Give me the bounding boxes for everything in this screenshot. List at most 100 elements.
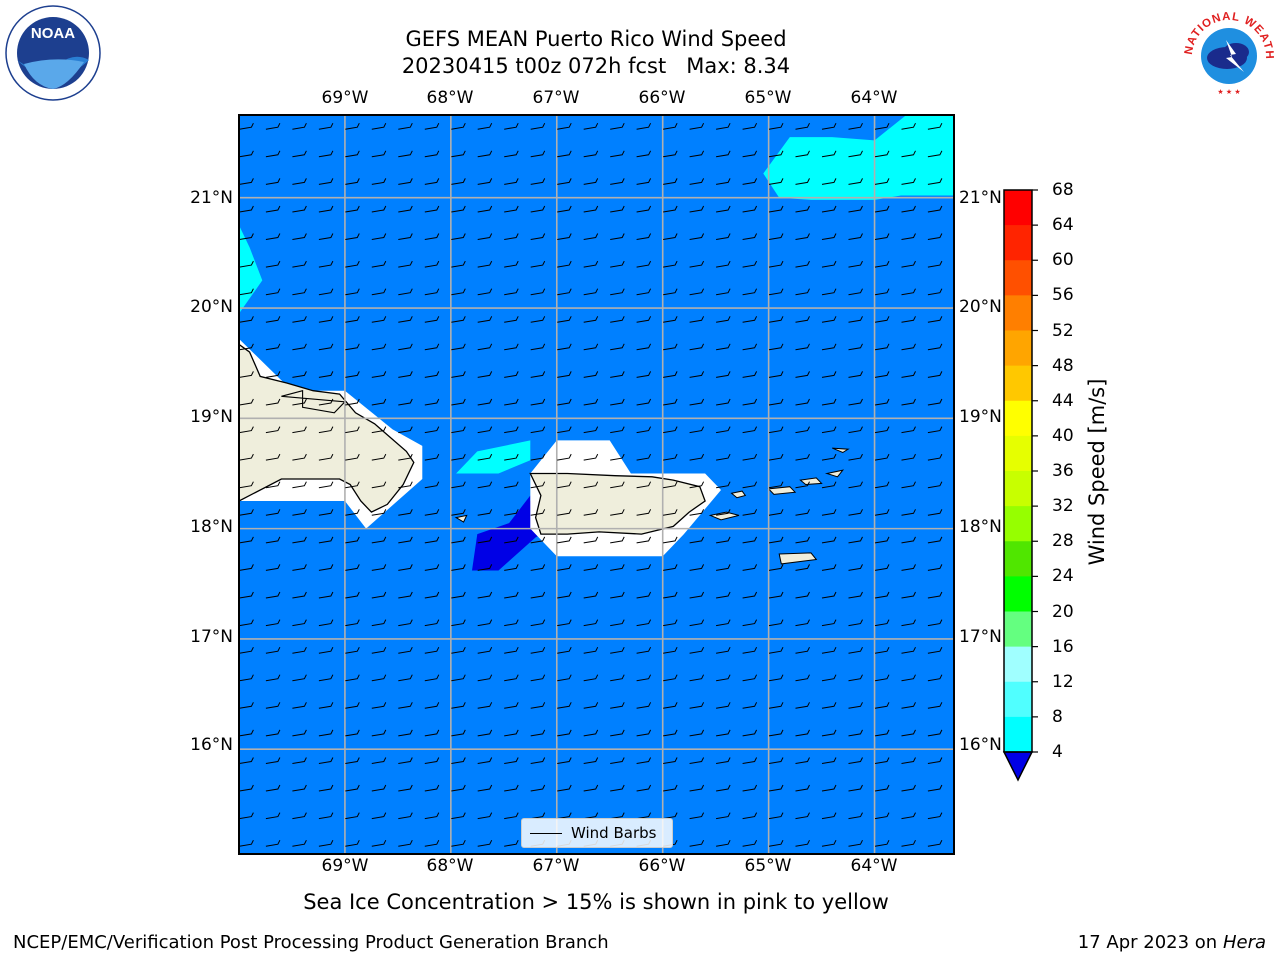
wind-barb <box>477 729 493 737</box>
wind-barb <box>821 757 837 764</box>
wind-barb <box>557 122 572 130</box>
colorbar-segment <box>1004 611 1032 648</box>
wind-barb <box>689 122 705 130</box>
wind-barb <box>504 233 519 240</box>
wind-barb <box>768 178 784 185</box>
wind-barb <box>398 702 413 709</box>
wind-barb <box>689 481 705 489</box>
colorbar-segment <box>1004 576 1032 612</box>
lon-label: 65°W <box>744 856 792 876</box>
wind-barb <box>292 288 307 296</box>
wind-barb <box>716 509 731 516</box>
wind-barb <box>292 260 307 268</box>
lat-label: 19°N <box>190 407 233 427</box>
wind-barb <box>927 757 943 764</box>
wind-barb <box>663 674 678 682</box>
wind-barb <box>265 509 281 516</box>
wind-barb <box>239 150 254 158</box>
wind-barb <box>716 398 731 406</box>
wind-barb <box>636 288 652 296</box>
wind-barb <box>927 205 943 213</box>
map-layers <box>239 115 954 854</box>
wind-barb <box>530 729 546 737</box>
wind-barb <box>530 509 546 516</box>
wind-barb <box>610 481 625 489</box>
wind-barb <box>742 150 758 158</box>
wind-barb <box>795 591 810 599</box>
samana-peninsula <box>281 389 347 414</box>
wind-barb <box>398 812 413 820</box>
wind-barb <box>557 150 572 158</box>
wind-barb <box>345 453 360 461</box>
wind-barb <box>716 729 731 737</box>
wind-barb <box>451 784 466 792</box>
wind-barb <box>530 564 546 571</box>
wind-barb <box>716 316 731 323</box>
wind-barb <box>424 426 440 434</box>
wind-barb <box>530 316 546 323</box>
wind-barb <box>874 812 890 820</box>
wind-barb <box>901 646 916 654</box>
wind-barb <box>371 564 387 571</box>
wind-barb <box>663 122 678 130</box>
wind-barb <box>795 757 810 764</box>
wind-barb <box>901 288 916 296</box>
wind-barb <box>901 316 916 323</box>
wind-barb <box>742 619 758 627</box>
wind-contour-8-12 <box>456 440 531 474</box>
wind-barb <box>716 674 731 682</box>
wind-barb <box>557 371 572 378</box>
legend-label: Wind Barbs <box>571 824 657 842</box>
wind-barb <box>901 233 916 240</box>
wind-barb <box>265 205 281 213</box>
wind-barb <box>504 371 519 378</box>
wind-barb <box>504 150 519 158</box>
wind-barb <box>636 509 652 516</box>
wind-barb <box>901 839 916 847</box>
wind-barb <box>239 839 254 847</box>
wind-barb <box>927 453 943 461</box>
wind-barb <box>716 371 731 378</box>
wind-barb <box>848 205 863 213</box>
wind-barb <box>451 288 466 296</box>
wind-barb <box>424 233 440 240</box>
wind-barb <box>318 205 334 213</box>
virgin-island <box>799 477 823 486</box>
wind-barb <box>795 205 810 213</box>
wind-barb <box>795 646 810 654</box>
wind-barb <box>689 591 705 599</box>
wind-barb <box>451 178 466 185</box>
wind-barb <box>742 260 758 268</box>
colorbar-segment <box>1004 225 1032 261</box>
wind-barb <box>371 509 387 516</box>
wind-barb <box>768 812 784 820</box>
wind-barb <box>636 591 652 599</box>
wind-barb <box>292 398 307 406</box>
wind-barb <box>610 729 625 737</box>
wind-barb <box>318 371 334 378</box>
wind-barb <box>821 784 837 792</box>
wind-barb <box>848 619 863 627</box>
wind-barb <box>901 371 916 378</box>
wind-barb <box>424 371 440 378</box>
wind-barb <box>265 591 281 599</box>
wind-barb <box>742 674 758 682</box>
wind-barb <box>927 812 943 820</box>
wind-barb <box>927 729 943 737</box>
wind-barb <box>901 674 916 682</box>
wind-barb <box>504 260 519 268</box>
wind-barb <box>424 564 440 571</box>
wind-barb <box>292 784 307 792</box>
wind-barb <box>874 453 890 461</box>
wind-barb <box>610 233 625 240</box>
wind-barb <box>477 839 493 847</box>
wind-barb <box>636 371 652 378</box>
wind-barb <box>504 509 519 516</box>
wind-barb <box>292 839 307 847</box>
wind-barb <box>848 453 863 461</box>
wind-barb <box>583 702 599 709</box>
wind-barb <box>795 398 810 406</box>
colorbar-tick-label: 52 <box>1052 320 1074 341</box>
lat-label: 20°N <box>190 297 233 317</box>
wind-barb <box>636 398 652 406</box>
